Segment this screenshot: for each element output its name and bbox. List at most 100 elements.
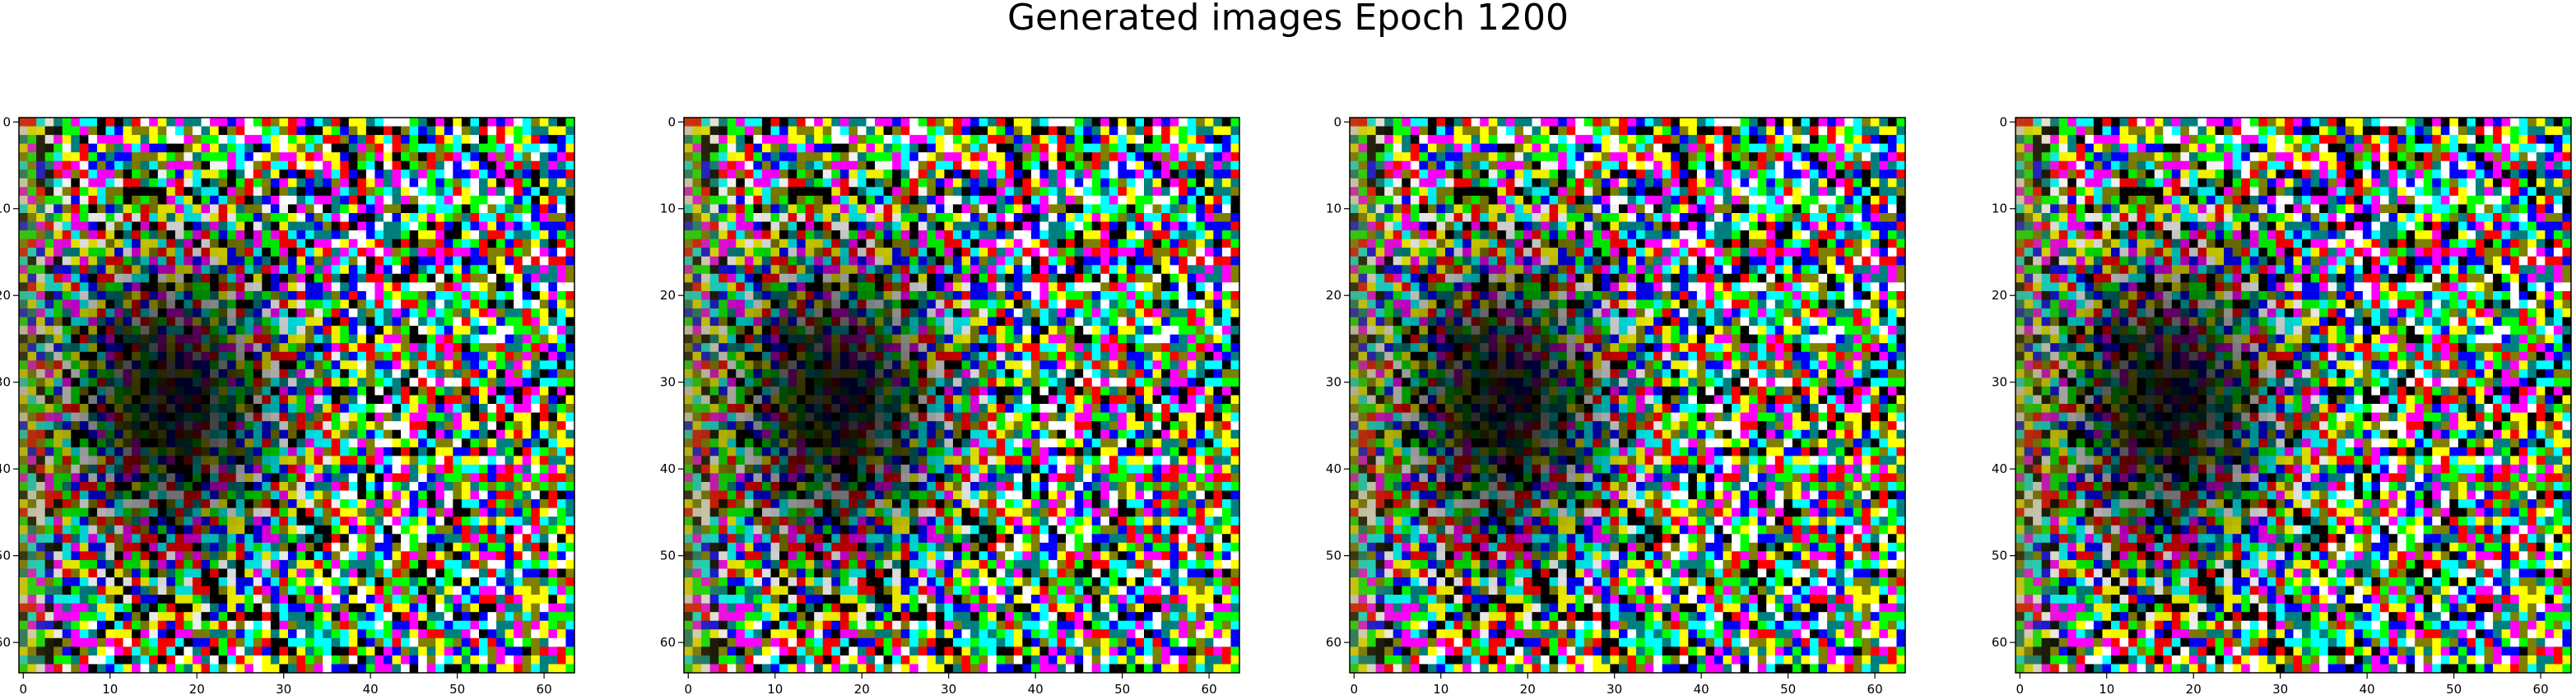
heatmap-cell — [453, 620, 463, 630]
heatmap-cell — [522, 481, 532, 491]
heatmap-cell — [88, 525, 98, 535]
heatmap-cell — [244, 490, 254, 500]
heatmap-cell — [166, 620, 176, 630]
heatmap-cell — [88, 135, 98, 145]
heatmap-cell — [140, 230, 150, 240]
heatmap-cell — [96, 507, 106, 517]
heatmap-cell — [461, 386, 471, 396]
heatmap-cell — [218, 559, 228, 569]
heatmap-cell — [62, 290, 72, 300]
heatmap-cell — [174, 386, 184, 396]
heatmap-cell — [1074, 187, 1084, 197]
heatmap-cell — [487, 655, 497, 665]
heatmap-cell — [96, 282, 106, 292]
heatmap-cell — [444, 517, 453, 526]
heatmap-cell — [565, 239, 575, 248]
heatmap-cell — [262, 655, 272, 665]
heatmap-cell — [401, 317, 411, 327]
heatmap-cell — [166, 299, 176, 309]
heatmap-cell — [305, 195, 314, 205]
heatmap-cell — [218, 542, 228, 552]
heatmap-cell — [548, 637, 558, 647]
heatmap-cell — [565, 221, 575, 231]
heatmap-cell — [1091, 195, 1101, 205]
heatmap-cell — [174, 525, 184, 535]
heatmap-cell — [19, 178, 28, 188]
heatmap-cell — [201, 239, 211, 248]
heatmap-cell — [184, 525, 193, 535]
heatmap-cell — [392, 586, 402, 595]
heatmap-cell — [418, 421, 428, 431]
heatmap-cell — [487, 195, 497, 205]
heatmap-cell — [866, 178, 876, 188]
heatmap-cell — [1066, 213, 1076, 222]
heatmap-cell — [565, 368, 575, 378]
heatmap-cell — [565, 664, 575, 674]
heatmap-cell — [435, 525, 445, 535]
heatmap-cell — [1083, 126, 1093, 136]
heatmap-cell — [218, 326, 228, 336]
heatmap-cell — [340, 160, 350, 170]
heatmap-cell — [374, 534, 384, 544]
heatmap-cell — [365, 421, 375, 431]
heatmap-cell — [435, 603, 445, 613]
heatmap-cell — [709, 204, 719, 214]
heatmap-cell — [157, 421, 167, 431]
heatmap-cell — [184, 559, 193, 569]
heatmap-cell — [1152, 221, 1162, 231]
heatmap-cell — [201, 290, 211, 300]
heatmap-cell — [435, 343, 445, 353]
heatmap-cell — [174, 664, 184, 674]
heatmap-cell — [132, 646, 142, 656]
heatmap-cell — [565, 438, 575, 448]
heatmap-cell — [262, 368, 272, 378]
heatmap-cell — [418, 135, 428, 145]
heatmap-cell — [62, 126, 72, 136]
heatmap-cell — [305, 517, 314, 526]
heatmap-cell — [88, 595, 98, 605]
heatmap-cell — [522, 334, 532, 344]
heatmap-cell — [184, 603, 193, 613]
heatmap-cell — [505, 326, 514, 336]
heatmap-cell — [496, 395, 506, 405]
heatmap-cell — [496, 473, 506, 483]
heatmap-cell — [253, 204, 263, 214]
heatmap-cell — [105, 637, 115, 647]
heatmap-cell — [1005, 143, 1015, 153]
heatmap-cell — [444, 239, 453, 248]
heatmap-cell — [805, 221, 815, 231]
heatmap-cell — [357, 160, 367, 170]
heatmap-cell — [62, 351, 72, 361]
heatmap-cell — [19, 586, 28, 595]
heatmap-cell — [496, 637, 506, 647]
heatmap-cell — [296, 343, 306, 353]
heatmap-cell — [761, 135, 771, 145]
heatmap-cell — [548, 664, 558, 674]
heatmap-cell — [253, 308, 263, 317]
heatmap-cell — [348, 620, 358, 630]
heatmap-cell — [149, 525, 159, 535]
heatmap-cell — [1126, 204, 1136, 214]
heatmap-cell — [114, 534, 123, 544]
heatmap-cell — [470, 152, 480, 162]
heatmap-cell — [496, 204, 506, 214]
heatmap-cell — [496, 490, 506, 500]
heatmap-cell — [184, 230, 193, 240]
heatmap-cell — [1005, 178, 1015, 188]
heatmap-cell — [44, 290, 54, 300]
heatmap-cell — [270, 551, 280, 561]
heatmap-cell — [539, 629, 549, 639]
heatmap-cell — [201, 178, 211, 188]
heatmap-cell — [244, 664, 254, 674]
heatmap-cell — [478, 517, 488, 526]
heatmap-cell — [140, 221, 150, 231]
heatmap-cell — [314, 664, 323, 674]
heatmap-cell — [426, 273, 436, 283]
heatmap-cell — [71, 213, 81, 222]
heatmap-cell — [522, 360, 532, 370]
heatmap-cell — [36, 664, 46, 674]
heatmap-cell — [201, 534, 211, 544]
heatmap-cell — [857, 187, 867, 197]
heatmap-cell — [392, 603, 402, 613]
heatmap-cell — [788, 187, 797, 197]
